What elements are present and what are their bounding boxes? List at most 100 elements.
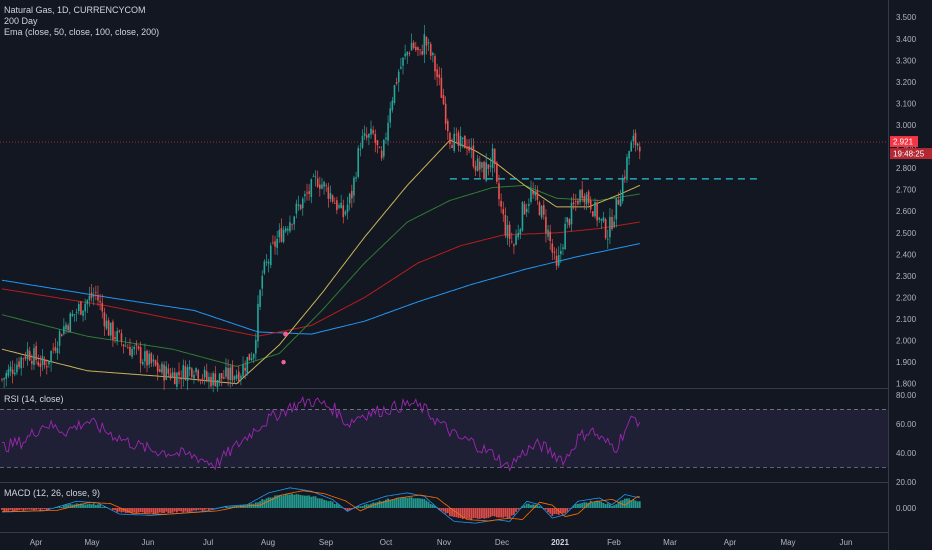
macd-bar <box>90 504 93 508</box>
time-tick-label: Jun <box>840 538 853 547</box>
macd-bar <box>500 508 503 518</box>
candle-body <box>75 311 78 313</box>
macd-bar <box>446 508 449 514</box>
macd-bar <box>167 508 170 514</box>
candle-body <box>385 137 387 140</box>
rsi-tick-label: 60.00 <box>896 420 917 429</box>
candle <box>376 139 379 154</box>
macd-bar <box>385 499 387 508</box>
macd-bar <box>419 498 421 508</box>
candle <box>316 170 319 189</box>
candle-body <box>65 324 67 330</box>
macd-bar <box>39 508 42 511</box>
time-tick-label: Jul <box>203 538 213 547</box>
candle-body <box>92 295 95 297</box>
candle-body <box>216 380 219 388</box>
candle-body <box>54 347 57 351</box>
candle <box>617 192 620 206</box>
candle <box>553 247 556 260</box>
macd-bar <box>393 498 396 508</box>
candle-body <box>333 203 336 204</box>
macd-bar <box>163 508 166 514</box>
candle-body <box>478 161 481 170</box>
candle-body <box>276 238 278 248</box>
candle-body <box>141 362 144 365</box>
candle <box>201 373 204 384</box>
macd-bar <box>583 502 586 508</box>
candle-body <box>205 371 208 381</box>
candle <box>75 308 78 322</box>
macd-bar <box>199 508 202 510</box>
macd-bar <box>453 508 456 518</box>
candle <box>461 137 464 149</box>
candle <box>459 126 462 152</box>
candle-body <box>114 337 116 340</box>
macd-bar <box>261 499 264 508</box>
candle-body <box>214 373 217 386</box>
candle <box>272 235 274 245</box>
macd-bar <box>284 493 287 508</box>
candle <box>244 360 246 380</box>
macd-bar <box>178 508 180 512</box>
candle <box>225 358 227 379</box>
candle <box>340 194 342 209</box>
macd-bar <box>459 508 462 519</box>
candle <box>380 146 383 161</box>
candle-body <box>43 359 46 366</box>
candle <box>235 369 238 382</box>
candle-body <box>97 295 99 301</box>
candle <box>114 331 116 344</box>
macd-bar <box>331 501 334 508</box>
candle-body <box>351 190 353 199</box>
macd-bar <box>312 496 315 508</box>
candle <box>560 243 562 264</box>
candle <box>444 96 447 131</box>
price-tick-label: 3.200 <box>896 78 917 87</box>
macd-bar <box>412 498 415 508</box>
candle <box>378 146 381 149</box>
candle-body <box>227 368 229 380</box>
macd-tick-label: 0.000 <box>896 504 917 513</box>
candle <box>88 286 91 307</box>
candle-body <box>176 372 178 387</box>
candle <box>585 191 588 211</box>
candle <box>327 182 330 208</box>
indicator-label-200-day: 200 Day <box>4 16 38 26</box>
candle-body <box>50 351 52 363</box>
macd-bar <box>474 508 477 518</box>
candle <box>22 357 25 368</box>
candle <box>425 36 428 55</box>
candle <box>127 343 129 349</box>
macd-bar <box>555 508 558 515</box>
candle-body <box>150 353 153 364</box>
macd-bar <box>65 504 67 508</box>
candle <box>306 183 308 201</box>
candle-body <box>536 190 539 200</box>
candle-body <box>466 146 468 149</box>
candle <box>265 254 268 267</box>
candle-body <box>393 84 396 103</box>
candle <box>351 184 353 208</box>
macd-bar <box>92 503 95 508</box>
candle-body <box>199 379 202 381</box>
macd-bar <box>212 508 215 510</box>
candle <box>600 218 603 230</box>
candle <box>329 185 332 203</box>
candle <box>171 367 174 379</box>
candle-body <box>218 373 221 382</box>
candle-body <box>476 158 479 171</box>
candle-body <box>412 42 415 48</box>
macd-bar <box>297 494 300 508</box>
macd-bar <box>357 506 360 508</box>
candle <box>58 329 61 354</box>
candle-body <box>432 52 434 56</box>
candle <box>442 88 445 105</box>
candle-body <box>342 205 345 218</box>
candle-body <box>504 215 507 236</box>
candle-body <box>483 161 485 180</box>
candle <box>63 318 65 336</box>
candle-body <box>86 300 89 305</box>
macd-bar <box>451 508 453 517</box>
candle <box>99 293 101 311</box>
